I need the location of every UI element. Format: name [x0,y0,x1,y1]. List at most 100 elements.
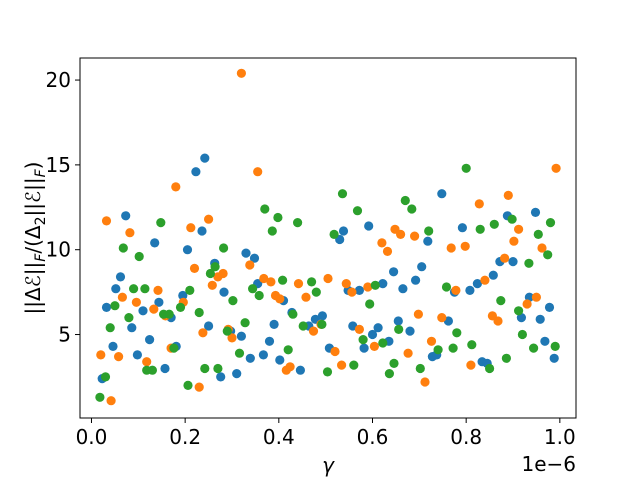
data-point [228,296,238,306]
data-point [124,313,134,323]
data-point [394,324,404,334]
data-point [198,328,208,338]
data-point [258,350,268,360]
y-axis-label: ||Δℰ||F/(Δ2||ℰ||F) [21,162,49,315]
data-point [475,224,485,234]
data-point [197,226,207,236]
data-point [480,275,490,285]
data-point [264,336,275,346]
data-point [145,335,155,345]
data-point [142,357,152,367]
data-point [461,163,471,173]
data-point [496,296,506,306]
data-point [522,299,532,309]
data-point [191,167,201,177]
data-point [216,372,226,382]
data-point [234,348,245,358]
data-point [466,360,476,370]
data-point [400,195,410,206]
data-point [259,273,269,284]
data-point [147,365,157,375]
data-point [410,231,420,241]
data-point [530,207,541,217]
y-tick-label: 20 [46,68,71,92]
data-point [298,321,308,331]
data-point [329,229,339,239]
data-point [138,306,148,316]
data-point [236,68,246,78]
data-point [354,285,364,295]
data-point [337,360,347,370]
data-point [240,318,250,328]
data-point [364,221,374,231]
data-point [389,267,399,277]
data-point [153,285,163,295]
data-point [489,219,499,229]
data-point [175,302,186,312]
x-tick-label: 0.4 [263,425,295,449]
data-point [411,275,421,285]
data-point [307,277,317,287]
data-point [465,285,475,295]
data-point [367,329,378,340]
data-point [457,223,467,233]
data-point [377,238,387,248]
data-point [308,326,319,336]
data-point [378,338,388,348]
data-point [267,226,277,236]
data-point [100,372,111,382]
data-point [241,248,251,258]
data-point [186,223,196,233]
data-point [415,363,425,374]
data-point [127,323,137,333]
data-point [110,301,120,311]
data-point [311,287,321,297]
data-point [140,284,150,294]
data-point [283,345,293,355]
data-point [373,323,383,333]
data-point [398,284,408,294]
data-point [101,302,112,312]
data-point [275,294,285,304]
data-point [219,287,229,297]
data-point [423,236,433,246]
data-point [150,238,160,248]
data-point [111,284,121,294]
data-point [529,343,539,353]
data-point [245,260,255,270]
data-point [549,353,559,363]
data-point [218,268,228,279]
y-tick-label: 15 [46,153,71,177]
data-point [117,292,127,302]
data-point [189,263,200,273]
data-point [121,211,131,221]
data-point [317,319,327,329]
data-point [359,343,369,353]
data-point [420,377,430,387]
data-point [535,314,545,324]
data-point [293,218,303,228]
data-point [349,360,359,370]
data-point [347,287,357,297]
data-point [485,363,495,374]
data-point [322,367,333,377]
y-tick-label: 5 [58,323,71,347]
data-point [207,280,217,290]
data-point [134,251,144,262]
data-point [171,182,181,192]
y-axis-ticks: 5 10 15 20 [46,68,80,347]
data-point [253,167,263,177]
data-point [266,277,276,287]
data-point [260,204,270,214]
data-point [393,316,403,326]
data-point [213,363,223,374]
data-point [330,346,340,357]
data-point [317,311,327,321]
data-point [106,396,116,406]
data-point [446,243,456,253]
data-point [396,229,406,239]
data-point [295,365,305,375]
data-point [132,350,142,360]
data-point [514,224,524,234]
data-point [182,245,193,255]
